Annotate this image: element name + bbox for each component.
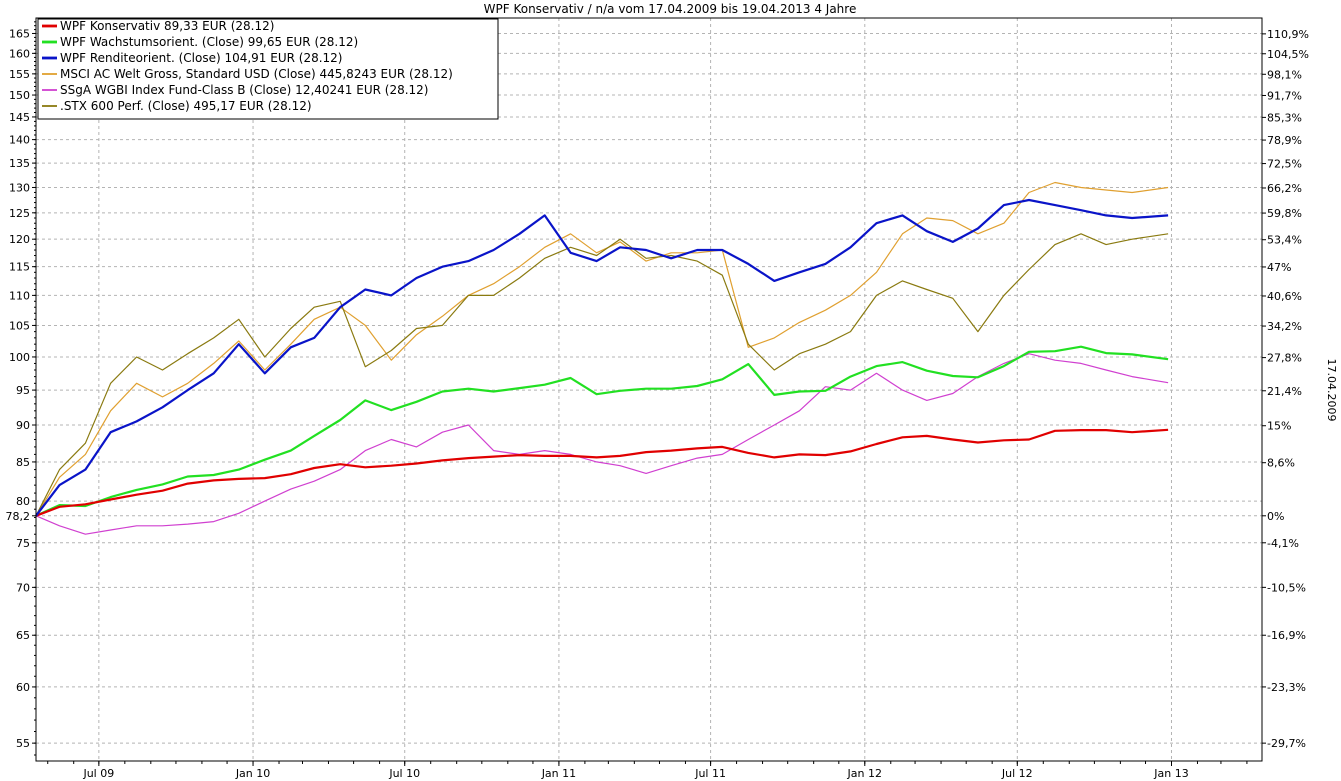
y-right-tick-label: -23,3% [1267, 681, 1306, 694]
grid [36, 18, 1262, 761]
y-right-tick-label: 78,9% [1267, 134, 1302, 147]
y-right-tick-label: -4,1% [1267, 537, 1299, 550]
y-tick-label: 115 [9, 261, 30, 274]
y-right-tick-label: 34,2% [1267, 320, 1302, 333]
y-tick-label: 120 [9, 233, 30, 246]
y-tick-label: 85 [16, 456, 30, 469]
y-tick-label: 78,2 [6, 510, 31, 523]
y-tick-label: 160 [9, 47, 30, 60]
series-line-4 [35, 181, 1169, 517]
y-tick-label: 150 [9, 89, 30, 102]
y-tick-label: 55 [16, 737, 30, 750]
y-tick-label: 100 [9, 351, 30, 364]
x-tick-label: Jul 09 [82, 767, 114, 780]
legend-label: MSCI AC Welt Gross, Standard USD (Close)… [60, 67, 453, 81]
y-right-tick-label: 91,7% [1267, 89, 1302, 102]
y-tick-label: 105 [9, 319, 30, 332]
y-tick-label: 130 [9, 181, 30, 194]
legend-label: WPF Konservativ 89,33 EUR (28.12) [60, 19, 274, 33]
y-tick-label: 65 [16, 629, 30, 642]
legend: WPF Konservativ 89,33 EUR (28.12) WPF Wac… [37, 18, 499, 120]
series-line-3 [35, 198, 1169, 517]
legend-label: WPF Wachstumsorient. (Close) 99,65 EUR (… [60, 35, 358, 49]
series-line-2 [35, 345, 1169, 517]
y-tick-label: 145 [9, 111, 30, 124]
plot-frame [35, 17, 1263, 762]
y-right-tick-label: -29,7% [1267, 737, 1306, 750]
right-axis-label: 17.04.2009 [1325, 359, 1338, 422]
y-right-tick-label: 40,6% [1267, 290, 1302, 303]
y-tick-label: 155 [9, 68, 30, 81]
chart-title: WPF Konservativ / n/a vom 17.04.2009 bis… [484, 2, 857, 16]
y-tick-label: 80 [16, 495, 30, 508]
legend-box [37, 18, 499, 120]
y-right-tick-label: 47% [1267, 261, 1291, 274]
y-right-tick-label: -10,5% [1267, 581, 1306, 594]
y-right-tick-label: 72,5% [1267, 158, 1302, 171]
y-right-tick-label: 110,9% [1267, 28, 1309, 41]
legend-label: WPF Renditeorient. (Close) 104,91 EUR (2… [60, 51, 342, 65]
x-tick-label: Jan 12 [847, 767, 882, 780]
y-right-tick-label: 59,8% [1267, 207, 1302, 220]
series-line-6 [35, 233, 1169, 517]
y-right-tick-label: 104,5% [1267, 48, 1309, 61]
y-right-tick-label: 53,4% [1267, 234, 1302, 247]
y-right-tick-label: 85,3% [1267, 111, 1302, 124]
x-tick-label: Jan 13 [1153, 767, 1188, 780]
x-tick-label: Jul 11 [694, 767, 726, 780]
y-tick-label: 135 [9, 157, 30, 170]
y-right-tick-label: 15% [1267, 420, 1291, 433]
axes: 55 60 65 70 75 78,2 80 85 90 95 100 105 110 115 120 125… [6, 21, 1309, 780]
series-line-5 [35, 353, 1169, 535]
x-tick-label: Jan 11 [541, 767, 576, 780]
y-tick-label: 140 [9, 134, 30, 147]
legend-label: .STX 600 Perf. (Close) 495,17 EUR (28.12… [60, 99, 312, 113]
y-right-tick-label: 98,1% [1267, 68, 1302, 81]
y-tick-label: 110 [9, 289, 30, 302]
y-tick-label: 75 [16, 537, 30, 550]
y-right-tick-label: -16,9% [1267, 629, 1306, 642]
y-right-tick-label: 21,4% [1267, 385, 1302, 398]
x-tick-label: Jul 12 [1001, 767, 1033, 780]
x-tick-label: Jan 10 [235, 767, 270, 780]
y-right-tick-label: 27,8% [1267, 352, 1302, 365]
y-tick-label: 95 [16, 384, 30, 397]
y-tick-label: 165 [9, 27, 30, 40]
y-right-tick-label: 66,2% [1267, 182, 1302, 195]
x-tick-label: Jul 10 [388, 767, 420, 780]
y-tick-label: 125 [9, 207, 30, 220]
y-right-tick-label: 8,6% [1267, 457, 1295, 470]
y-right-tick-label: 0% [1267, 510, 1284, 523]
y-tick-label: 70 [16, 581, 30, 594]
y-tick-label: 60 [16, 681, 30, 694]
y-tick-label: 90 [16, 419, 30, 432]
series-line-1 [35, 428, 1169, 517]
legend-label: SSgA WGBI Index Fund-Class B (Close) 12,… [60, 83, 428, 97]
series-layer [35, 181, 1169, 535]
